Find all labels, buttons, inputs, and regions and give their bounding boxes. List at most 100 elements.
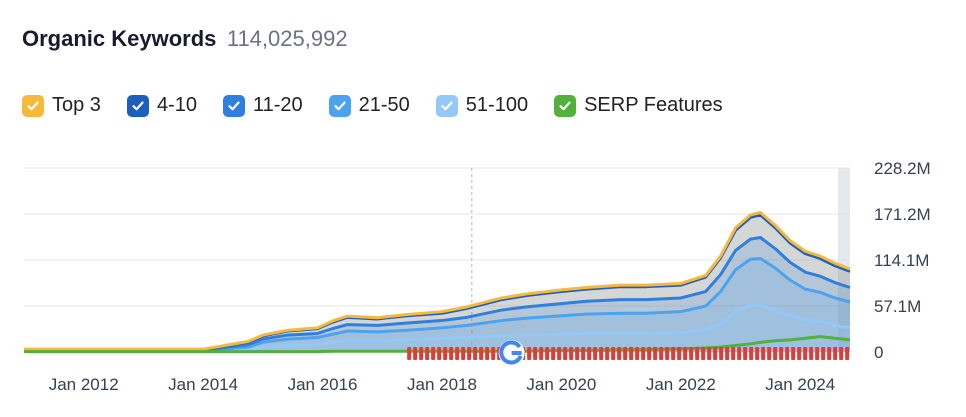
update-marker: [461, 347, 466, 360]
legend-item-top3[interactable]: Top 3: [22, 94, 101, 117]
update-marker: [671, 347, 676, 360]
update-marker: [419, 347, 424, 360]
update-marker: [545, 347, 550, 360]
x-tick-label: Jan 2018: [407, 375, 477, 394]
update-marker: [569, 347, 574, 360]
chart-header: Organic Keywords 114,025,992: [22, 26, 348, 52]
google-logo-icon: [499, 340, 523, 365]
legend-label: 21-50: [358, 94, 410, 116]
update-marker: [683, 347, 688, 360]
y-tick-label: 57.1M: [874, 297, 921, 316]
series-line-21-50: [24, 256, 851, 352]
update-marker: [539, 347, 544, 360]
update-marker: [629, 347, 634, 360]
update-marker: [581, 347, 586, 360]
update-marker: [647, 347, 652, 360]
update-marker: [617, 347, 622, 360]
legend-label: 51-100: [465, 94, 529, 116]
update-marker: [455, 347, 460, 360]
update-marker: [605, 347, 610, 360]
update-marker: [839, 347, 844, 360]
update-marker: [779, 347, 784, 360]
update-marker: [701, 347, 706, 360]
legend-item-serp-features[interactable]: SERP Features: [554, 94, 723, 117]
update-marker: [641, 347, 646, 360]
update-marker: [527, 347, 532, 360]
update-marker: [563, 347, 568, 360]
update-marker: [425, 347, 430, 360]
area-top-3: [24, 212, 850, 352]
chart-title: Organic Keywords: [22, 26, 217, 51]
update-marker: [479, 347, 484, 360]
y-tick-label: 228.2M: [874, 159, 931, 178]
update-marker: [659, 347, 664, 360]
update-marker: [743, 347, 748, 360]
update-marker: [833, 347, 838, 360]
checkbox-icon[interactable]: [435, 94, 458, 117]
keywords-area-chart: 0 57.1M 114.1M 171.2M 228.2M Jan 2012 Jan 2014…: [24, 159, 931, 394]
legend: Top 3 4-10 11-20 21-50 51-100 SERP Featu…: [22, 94, 749, 117]
update-marker: [533, 347, 538, 360]
update-marker: [731, 347, 736, 360]
update-marker: [491, 347, 496, 360]
area-51-100: [24, 305, 850, 352]
update-marker: [803, 347, 808, 360]
legend-item-51-100[interactable]: 51-100: [435, 94, 529, 117]
legend-label: 11-20: [252, 94, 303, 116]
x-tick-label: Jan 2022: [646, 375, 716, 394]
legend-item-21-50[interactable]: 21-50: [328, 94, 410, 117]
y-tick-label: 0: [874, 343, 883, 362]
update-marker: [449, 347, 454, 360]
update-marker: [593, 347, 598, 360]
update-marker: [575, 347, 580, 360]
update-marker: [623, 347, 628, 360]
update-marker: [773, 347, 778, 360]
x-tick-label: Jan 2014: [168, 375, 238, 394]
update-marker: [635, 347, 640, 360]
update-marker: [791, 347, 796, 360]
x-tick-label: Jan 2024: [765, 375, 835, 394]
update-marker: [599, 347, 604, 360]
update-marker: [737, 347, 742, 360]
checkbox-icon[interactable]: [222, 94, 245, 117]
y-tick-label: 114.1M: [874, 251, 929, 270]
update-marker: [689, 347, 694, 360]
update-marker: [725, 347, 730, 360]
checkbox-icon[interactable]: [328, 94, 351, 117]
legend-label: SERP Features: [584, 94, 723, 116]
x-tick-label: Jan 2012: [49, 375, 119, 394]
update-marker: [749, 347, 754, 360]
update-marker: [413, 347, 418, 360]
legend-item-11-20[interactable]: 11-20: [222, 94, 303, 117]
update-marker: [677, 347, 682, 360]
update-marker: [665, 347, 670, 360]
series-line-top-3: [24, 211, 851, 351]
update-marker: [437, 347, 442, 360]
update-marker: [815, 347, 820, 360]
update-marker: [797, 347, 802, 360]
series-line-11-20: [24, 236, 851, 352]
area-4-10: [24, 214, 850, 352]
update-marker: [767, 347, 772, 360]
update-marker: [755, 347, 760, 360]
checkbox-icon[interactable]: [554, 94, 577, 117]
series-line-51-100: [24, 303, 851, 353]
update-marker: [707, 347, 712, 360]
y-tick-label: 171.2M: [874, 205, 931, 224]
area-21-50: [24, 258, 850, 352]
checkbox-icon[interactable]: [126, 94, 149, 117]
update-marker: [827, 347, 832, 360]
update-marker: [695, 347, 700, 360]
update-marker: [407, 347, 412, 360]
checkbox-icon[interactable]: [22, 94, 44, 117]
update-marker: [719, 347, 724, 360]
keyword-total: 114,025,992: [226, 26, 348, 51]
update-marker: [761, 347, 766, 360]
x-tick-label: Jan 2016: [288, 375, 358, 394]
legend-item-4-10[interactable]: 4-10: [126, 94, 197, 117]
update-marker: [611, 347, 616, 360]
legend-label: 4-10: [156, 94, 197, 116]
scroll-shadow: [838, 168, 850, 352]
update-marker: [845, 347, 850, 360]
update-marker: [713, 347, 718, 360]
